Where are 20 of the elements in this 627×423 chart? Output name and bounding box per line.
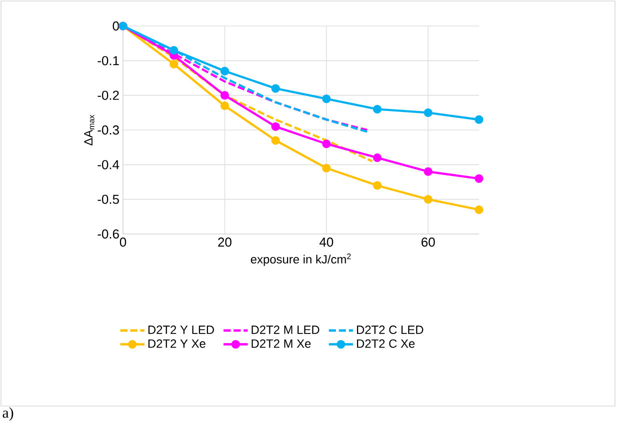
y-tick-label: 0 [112, 21, 119, 31]
x-axis-title: exposure in kJ/cm$^{2}$ [250, 254, 351, 266]
y-tick-label: -0.1 [98, 56, 119, 66]
y-tick-label: -0.5 [98, 194, 119, 204]
y-tick-label: -0.4 [98, 160, 120, 170]
legend-label: D2T2 M Xe [252, 339, 311, 348]
y-tick-label: -0.6 [98, 229, 119, 239]
legend-label: D2T2 M LED [252, 326, 320, 334]
text: a) [2, 407, 14, 421]
y-tick-label: -0.2 [98, 90, 119, 100]
legend-label: D2T2 C LED [357, 326, 424, 334]
x-tick-label: 20 [218, 238, 232, 247]
y-axis-title: ΔA$_{max}$ [84, 114, 94, 146]
x-tick-label: 0 [120, 238, 126, 247]
y-tick-label: -0.3 [98, 125, 119, 135]
legend-label: D2T2 Y Xe [148, 339, 206, 348]
legend-label: D2T2 Y LED [148, 326, 214, 334]
x-tick-label: 40 [320, 238, 334, 247]
legend-label: D2T2 C Xe [357, 339, 415, 348]
x-tick-label: 60 [422, 238, 435, 247]
